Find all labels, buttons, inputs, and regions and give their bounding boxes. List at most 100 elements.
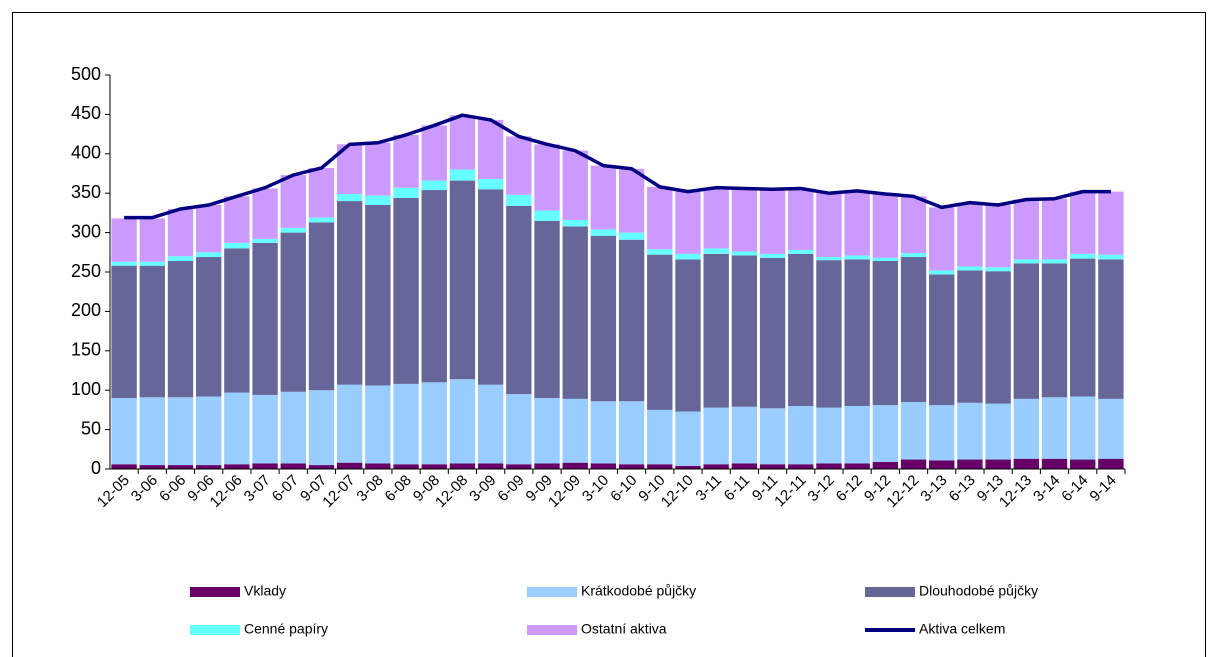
bar-segment <box>139 261 165 266</box>
bar-segment <box>167 397 194 466</box>
bar-segment <box>280 232 306 392</box>
y-tick-label: 450 <box>71 103 101 123</box>
bar-segment <box>365 142 391 196</box>
bar-segment <box>957 202 983 267</box>
bar-segment <box>139 397 165 466</box>
y-tick-label: 350 <box>71 182 101 202</box>
bar-segment <box>421 382 447 465</box>
bar-segment <box>393 383 419 465</box>
bar-segment <box>844 190 870 256</box>
bar-segment <box>957 459 983 469</box>
bar-segment <box>1070 459 1096 469</box>
bar-segment <box>477 119 504 180</box>
bar-segment <box>111 265 137 399</box>
y-tick-label: 200 <box>71 300 101 320</box>
bar-segment <box>421 180 447 191</box>
bar-segment <box>929 207 955 271</box>
bar-segment <box>900 196 927 254</box>
bar-segment <box>308 465 335 469</box>
bar-segment <box>929 274 955 406</box>
bar-segment <box>111 261 137 266</box>
bar-segment <box>224 392 250 465</box>
bar-segment <box>167 208 194 257</box>
bar-segment <box>393 134 419 188</box>
bar-segment <box>506 205 532 395</box>
bar-segment <box>872 260 899 406</box>
bar-segment <box>675 259 701 412</box>
bar-segment <box>647 254 673 410</box>
bar-segment <box>788 188 814 250</box>
bar-segment <box>1070 191 1096 254</box>
bar-segment <box>393 187 419 198</box>
bar-segment <box>1070 253 1096 259</box>
bar-segment <box>1098 458 1124 469</box>
legend-label: Vklady <box>244 583 286 599</box>
x-tick-label: 12-12 <box>883 472 922 511</box>
bar-segment <box>590 401 617 464</box>
bar-segment <box>252 242 278 395</box>
y-tick-label: 100 <box>71 379 101 399</box>
bar-segment <box>1041 397 1068 459</box>
bar-segment <box>365 205 391 386</box>
bar-segment <box>1041 259 1068 264</box>
x-tick-label: 12-09 <box>545 472 584 511</box>
x-tick-label: 12-11 <box>771 472 809 510</box>
x-tick-label: 6-07 <box>269 472 302 505</box>
bar-segment <box>308 222 335 391</box>
bar-segment <box>957 266 983 271</box>
bar-segment <box>759 257 786 409</box>
bar-segment <box>618 401 645 465</box>
bar-segment <box>195 465 222 469</box>
bar-segment <box>224 464 250 469</box>
bar-segment <box>195 205 222 253</box>
y-tick-label: 300 <box>71 221 101 241</box>
bar-segment <box>449 115 476 170</box>
bar-segment <box>759 253 786 258</box>
bar-segment <box>224 242 250 249</box>
line <box>124 113 1111 220</box>
bar-segment <box>985 271 1011 404</box>
bar-segment <box>647 186 673 250</box>
bar-segment <box>647 409 673 465</box>
bar-segment <box>1070 258 1096 397</box>
bar-segment <box>618 239 645 402</box>
bar-segment <box>985 267 1011 272</box>
legend-swatch <box>527 587 577 597</box>
bar-segment <box>703 253 729 408</box>
x-tick-label: 6-14 <box>1058 472 1091 505</box>
bar-segment <box>365 195 391 206</box>
bar-segment <box>618 232 645 240</box>
bar-segment <box>900 459 927 469</box>
bar-segment <box>731 255 758 407</box>
bar-segment <box>1013 458 1040 469</box>
bar-segment <box>534 144 560 211</box>
bar-segment <box>647 464 673 469</box>
bar-segment <box>534 220 560 399</box>
bar-segment <box>477 179 504 190</box>
x-tick-label: 3-06 <box>128 472 161 505</box>
bar-segment <box>534 210 560 221</box>
bar-segment <box>252 463 278 469</box>
legend-swatch <box>527 625 577 635</box>
bar-segment <box>1013 199 1040 260</box>
x-tick-label: 6-06 <box>156 472 189 505</box>
bar-segment <box>1098 398 1124 459</box>
bar-segment <box>844 259 870 406</box>
bar-segment <box>985 205 1011 268</box>
bar-segment <box>703 248 729 254</box>
x-tick-label: 12-08 <box>432 472 471 511</box>
legend-swatch <box>865 587 915 597</box>
legend-label: Aktiva celkem <box>919 621 1005 637</box>
legend-swatch <box>190 625 240 635</box>
bar-segment <box>477 384 504 464</box>
bar-segment <box>1041 263 1068 398</box>
x-tick-label: 6-11 <box>721 472 753 504</box>
bar-segment <box>1041 458 1068 469</box>
x-tick-label: 3-13 <box>917 472 950 505</box>
x-tick-label: 3-11 <box>693 472 725 504</box>
y-tick-label: 150 <box>71 340 101 360</box>
bar-segment <box>336 201 363 385</box>
bar-segment <box>929 405 955 461</box>
bar-segment <box>195 257 222 397</box>
bar-segment <box>562 462 588 469</box>
